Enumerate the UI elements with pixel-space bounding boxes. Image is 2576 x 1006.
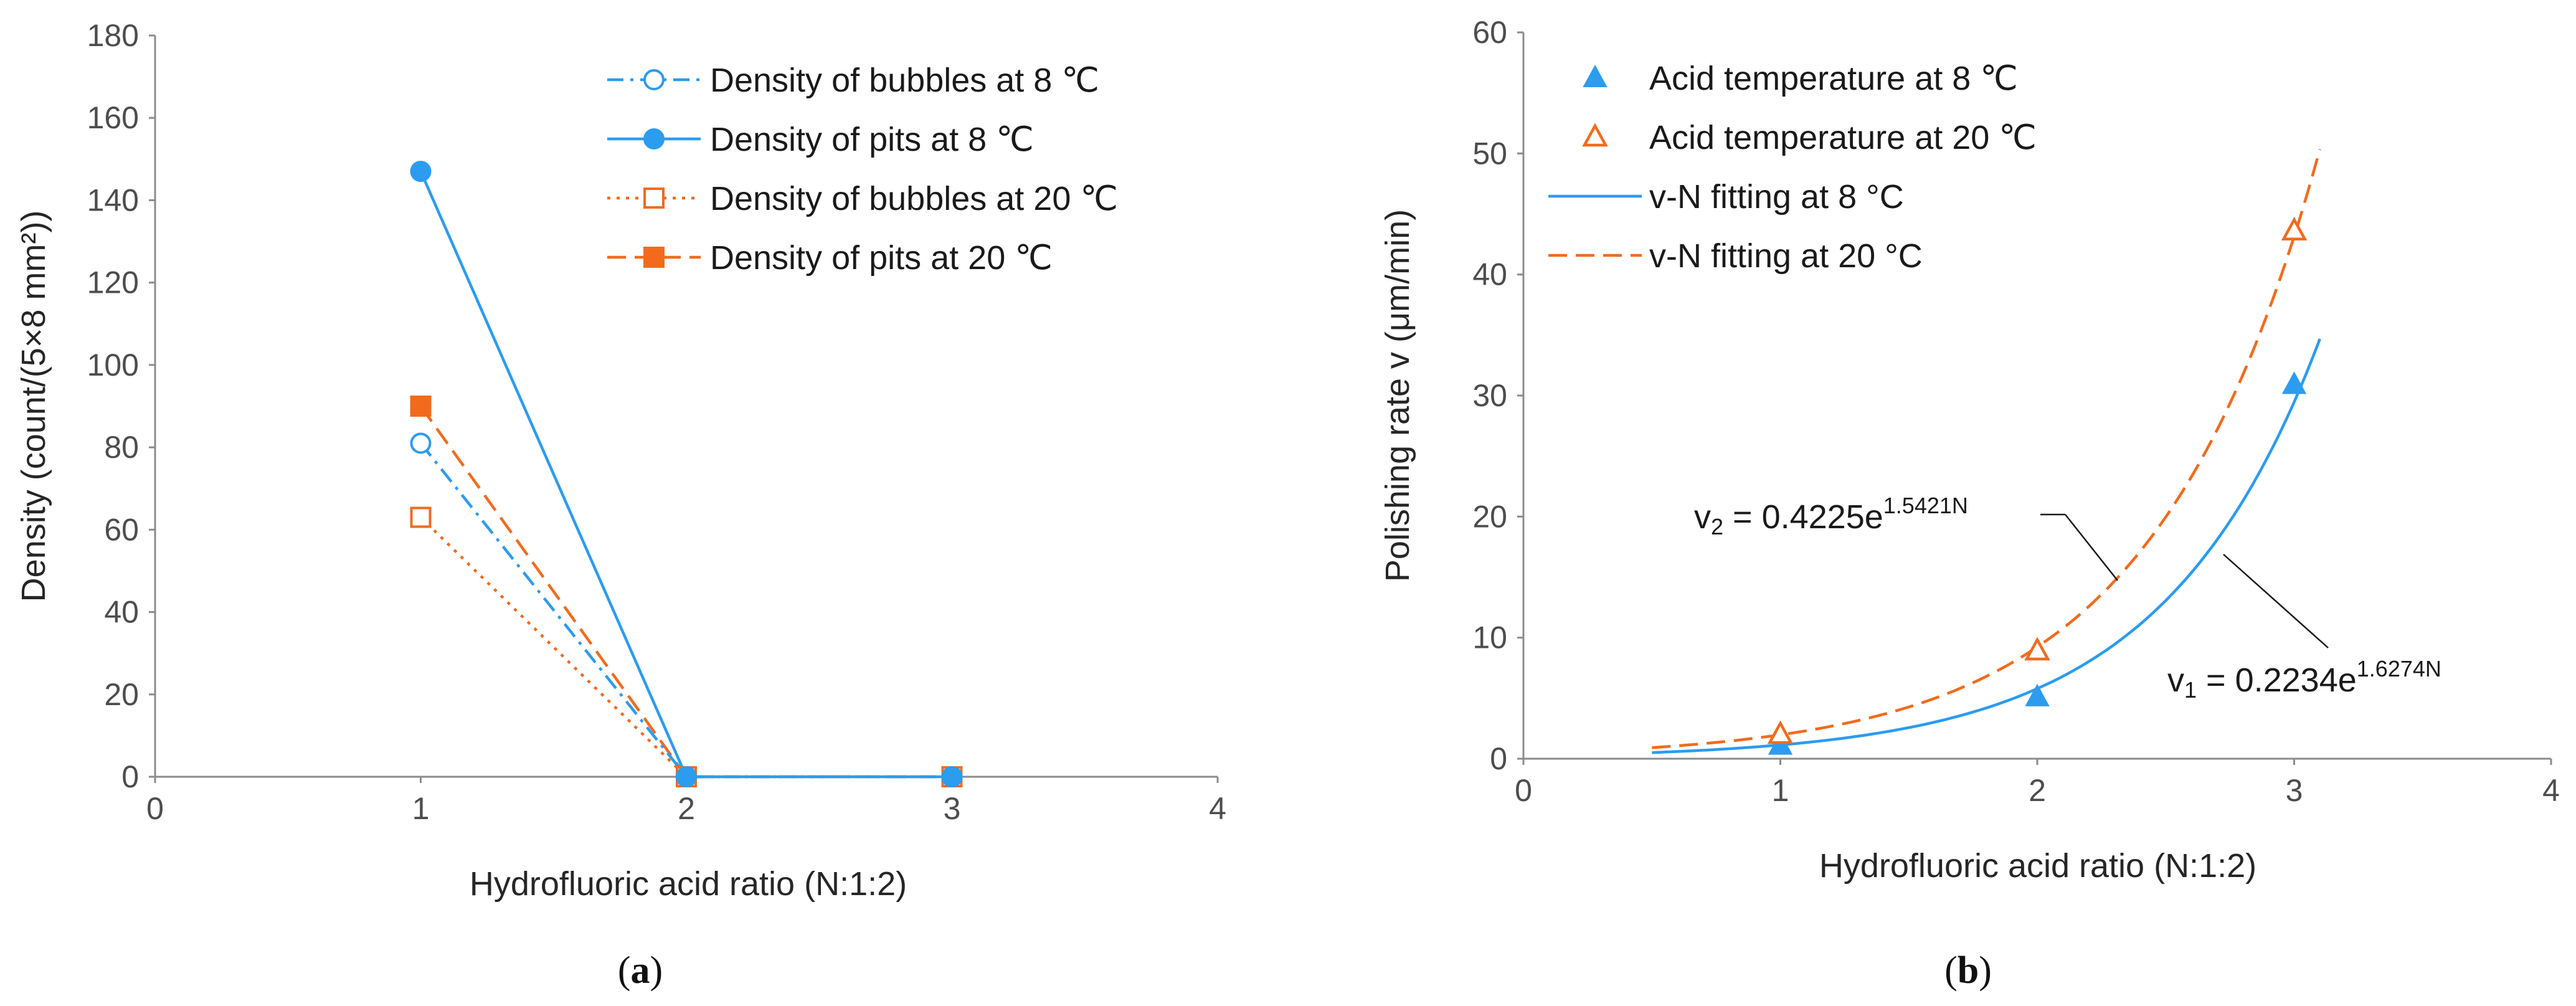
chart-a-legend-label-2: Density of bubbles at 20 ℃	[710, 180, 1118, 217]
chart-b-legend-label-fit-1: v-N fitting at 20 °C	[1649, 237, 1923, 275]
chart-b-legend-marker-0	[1583, 64, 1608, 87]
chart-b-series-1-point	[1767, 720, 1794, 744]
chart-a-series-line-0	[419, 442, 952, 779]
chart-a-legend-label-1: Density of pits at 8 ℃	[710, 121, 1034, 158]
chart-a-y-tick-label: 160	[87, 100, 139, 135]
eq-v1-leader	[2223, 554, 2329, 648]
chart-a-series-1-point	[410, 161, 432, 183]
chart-a-series-2-point	[410, 506, 432, 528]
eq-v2-leader-b	[2065, 514, 2118, 581]
chart-b-caption: (b)	[1944, 949, 1992, 992]
chart-a-series-0-point	[410, 432, 432, 454]
chart-b-legend-label-1: Acid temperature at 20 ℃	[1649, 119, 2037, 156]
chart-b-x-tick-label: 1	[1772, 773, 1789, 808]
chart-a-y-tick-label: 60	[104, 512, 139, 547]
chart-b-x-tick-label: 3	[2286, 773, 2303, 808]
chart-a-y-tick-label: 180	[87, 18, 139, 53]
chart-b-x-axis-label: Hydrofluoric acid ratio (N:1:2)	[1819, 847, 2256, 885]
chart-b-y-axis-label: Polishing rate v (μm/min)	[1379, 209, 1416, 582]
chart-a-legend-marker-0	[643, 69, 665, 90]
chart-a-series-3-point	[410, 396, 432, 417]
chart-b: 0 10 20 30 40 50 60 0 1 2 3 4 Acid temperature at …	[1379, 15, 2560, 992]
chart-a-y-tick-label: 120	[87, 265, 139, 300]
chart-a-x-tick-label: 4	[1209, 791, 1226, 826]
chart-a-y-tick-label: 0	[121, 759, 139, 794]
chart-a-legend-label-0: Density of bubbles at 8 ℃	[710, 62, 1099, 99]
chart-a-y-tick-label: 80	[104, 430, 139, 465]
chart-a-series-1-point	[941, 766, 963, 787]
chart-a: 0 20 40 60 80 100 120 140 160 180 0 1 2 3 4 Density o…	[15, 18, 1226, 992]
chart-b-y-tick-label: 60	[1472, 15, 1507, 50]
chart-b-series-0-point	[2281, 371, 2307, 394]
chart-a-y-tick-label: 40	[104, 595, 139, 630]
eq-v2-annotation: v2 = 0.4225e1.5421N	[1694, 493, 1968, 539]
chart-a-x-tick-label: 2	[678, 791, 695, 826]
eq-v1-annotation: v1 = 0.2234e1.6274N	[2167, 656, 2441, 703]
chart-a-legend-marker-3	[643, 247, 665, 268]
chart-a-series-line-3	[419, 405, 952, 779]
chart-a-x-tick-label: 0	[146, 791, 164, 826]
chart-b-y-tick-label: 40	[1472, 257, 1507, 292]
chart-b-x-tick-label: 0	[1515, 773, 1532, 808]
chart-a-y-tick-label: 100	[87, 348, 139, 382]
chart-a-y-axis-label: Density (count/(5×8 mm²))	[15, 211, 52, 602]
chart-a-series-1-point	[676, 766, 697, 787]
chart-a-y-tick-label: 20	[104, 677, 139, 712]
chart-b-legend-marker-1	[1582, 123, 1608, 147]
chart-a-legend-marker-1	[643, 128, 665, 149]
chart-a-legend-label-3: Density of pits at 20 ℃	[710, 239, 1053, 277]
chart-b-series-1-point	[2024, 637, 2050, 661]
chart-b-fit-curve-0	[1652, 338, 2321, 754]
chart-a-x-tick-label: 3	[944, 791, 961, 826]
chart-b-legend-label-fit-0: v-N fitting at 8 °C	[1649, 178, 1904, 216]
chart-b-y-tick-label: 50	[1472, 136, 1507, 171]
chart-b-y-tick-label: 0	[1490, 741, 1507, 776]
chart-a-series-line-2	[419, 516, 952, 779]
chart-a-y-tick-label: 140	[87, 183, 139, 217]
chart-b-x-tick-label: 4	[2542, 773, 2560, 808]
chart-b-y-tick-label: 20	[1472, 499, 1507, 534]
chart-a-legend-marker-2	[643, 187, 665, 209]
chart-b-x-tick-label: 2	[2029, 773, 2046, 808]
chart-a-x-axis-label: Hydrofluoric acid ratio (N:1:2)	[470, 865, 907, 903]
chart-b-fit-curve-1	[1652, 148, 2321, 749]
chart-b-y-tick-label: 10	[1472, 620, 1507, 655]
chart-b-y-tick-label: 30	[1472, 378, 1507, 413]
chart-b-series-1-point	[2281, 217, 2308, 240]
chart-b-legend-label-0: Acid temperature at 8 ℃	[1649, 60, 2018, 97]
chart-a-caption: (a)	[618, 949, 663, 992]
chart-b-series-0-point	[2025, 683, 2050, 706]
chart-a-x-tick-label: 1	[412, 791, 430, 826]
